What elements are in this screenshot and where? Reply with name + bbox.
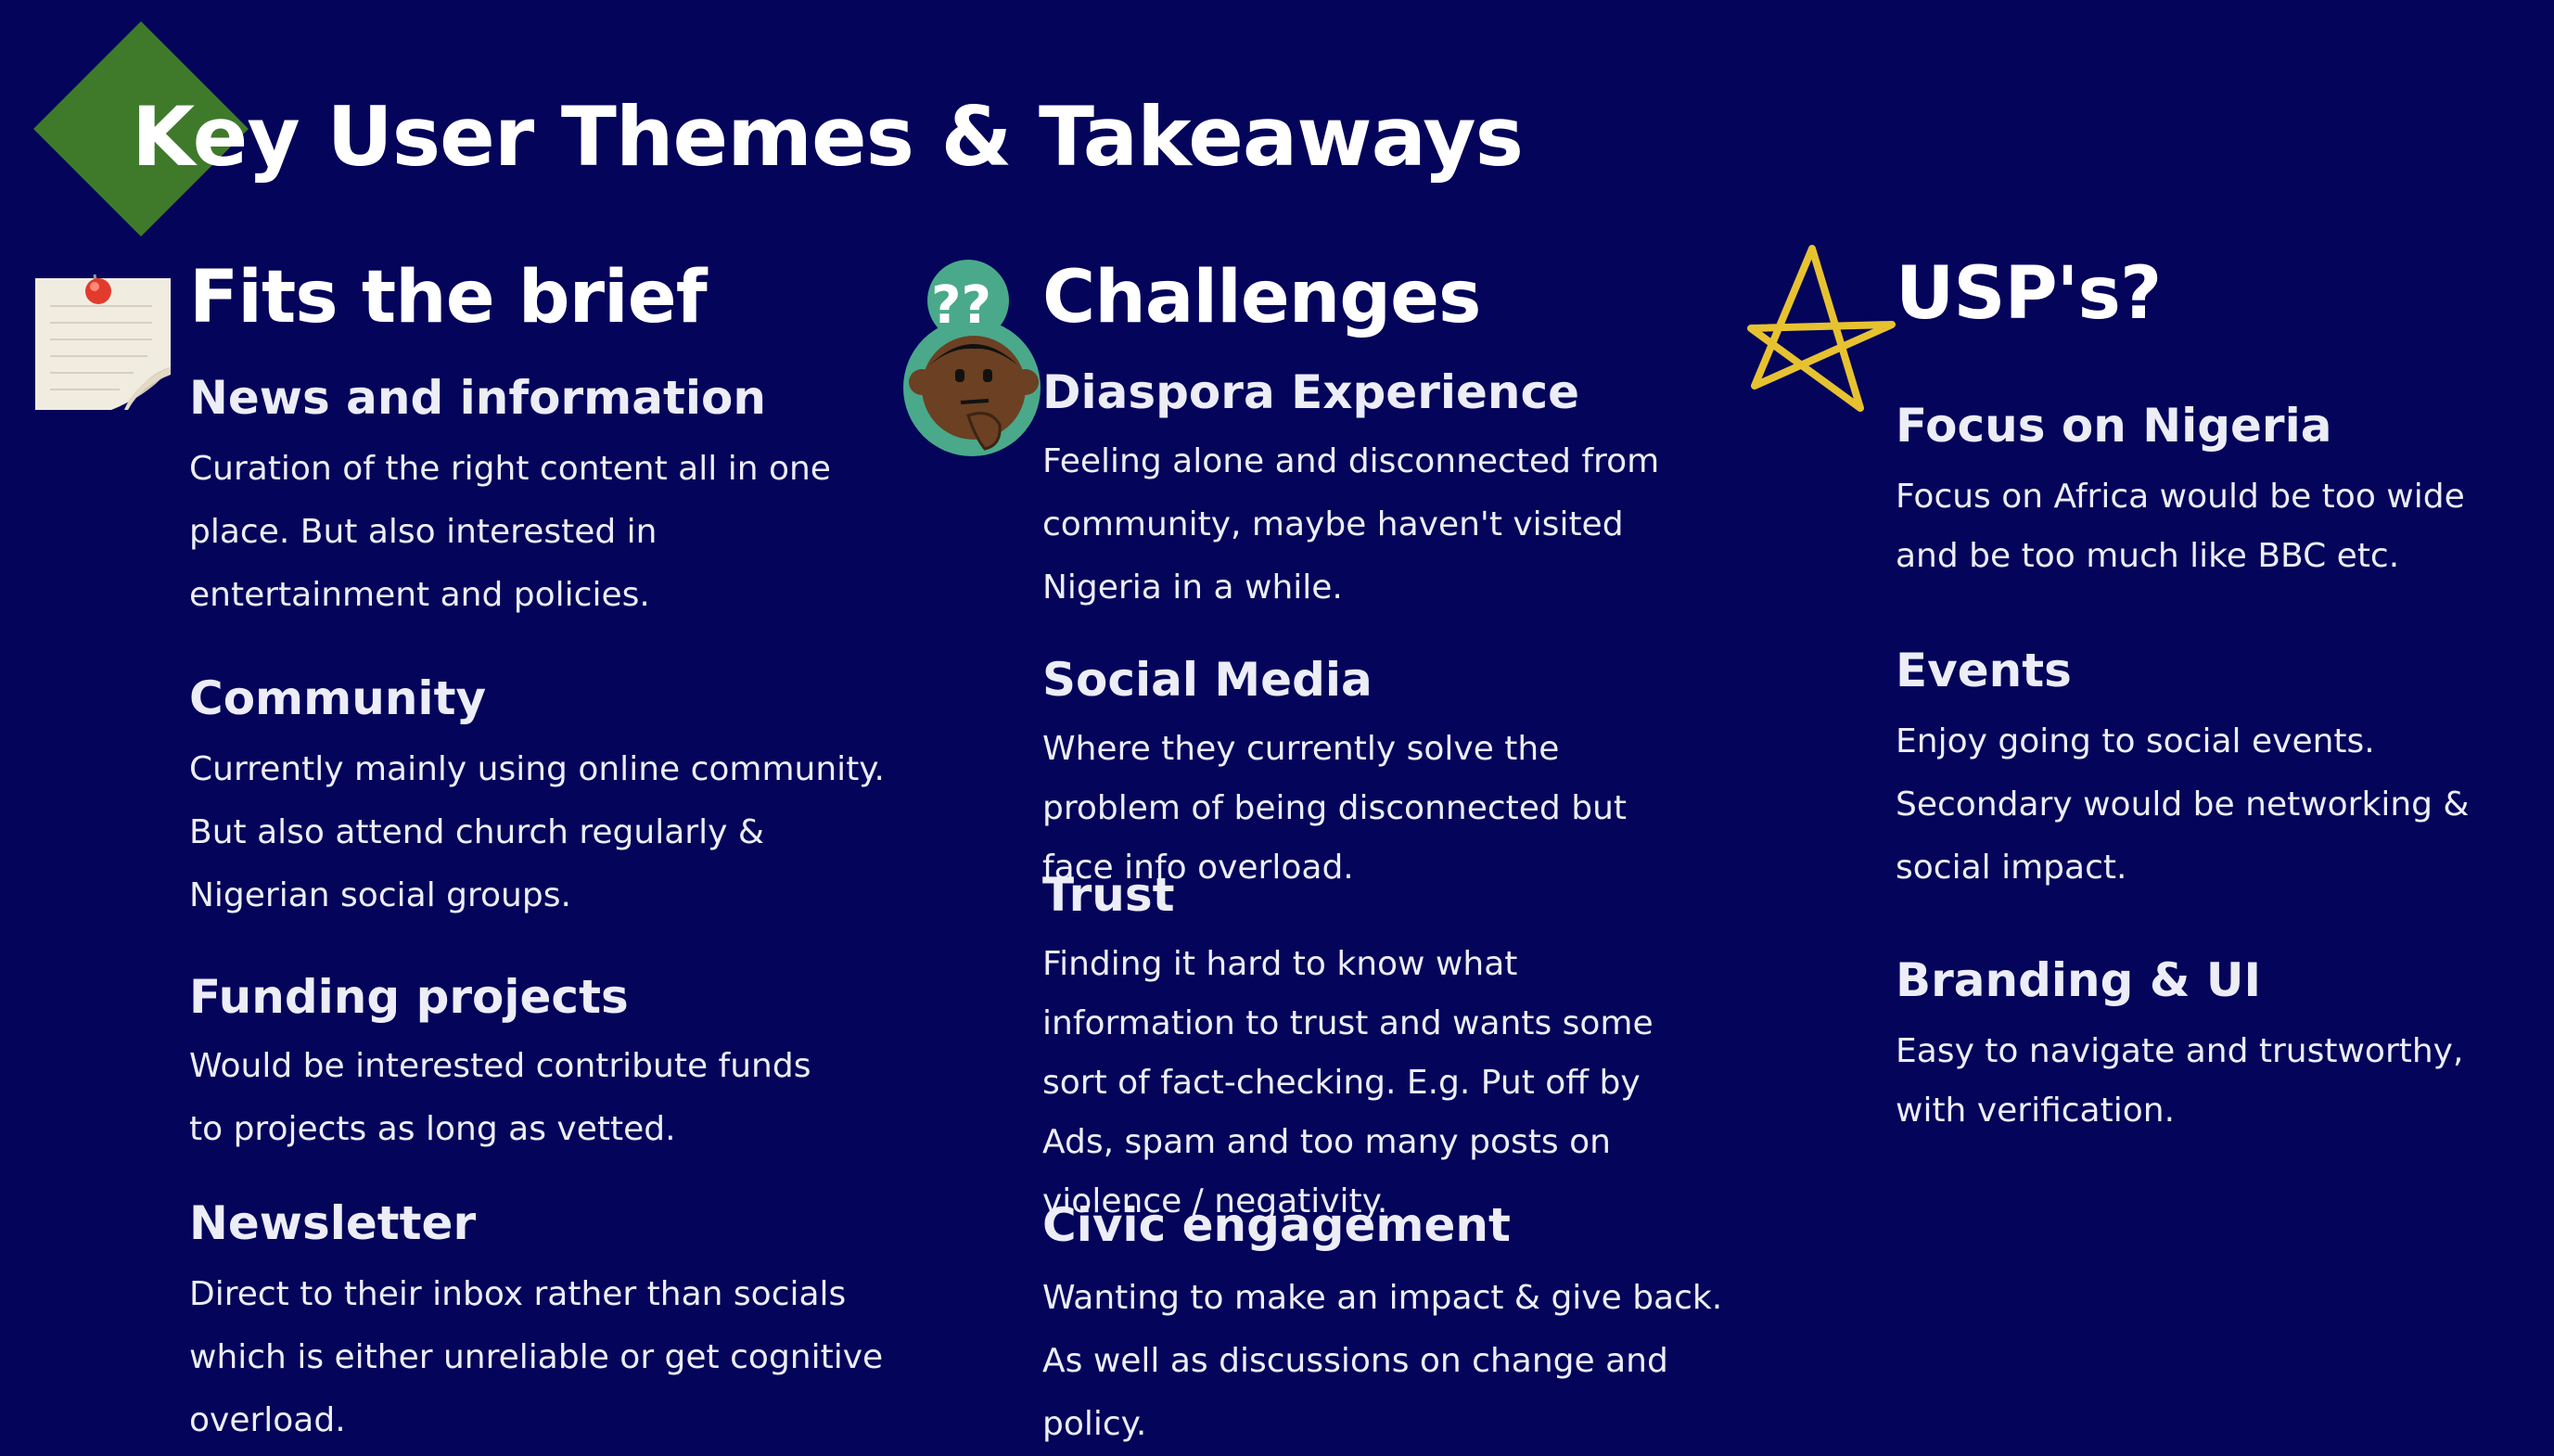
column-heading: Challenges — [1042, 256, 1481, 339]
theme-description: Focus on Africa would be too wide and be… — [1896, 478, 2465, 575]
theme-description: Curation of the right content all in one… — [189, 450, 831, 614]
star-outline-icon — [1747, 245, 1896, 412]
theme-title: Branding & UI — [1896, 953, 2262, 1007]
thinking-face-icon: ?? — [903, 260, 1041, 456]
theme-description: Wanting to make an impact & give back. A… — [1042, 1279, 1723, 1443]
pinned-note-icon — [35, 274, 171, 410]
theme-description: Would be interested contribute funds to … — [189, 1047, 811, 1148]
theme-title: Focus on Nigeria — [1896, 399, 2332, 453]
theme-title: News and information — [189, 371, 766, 425]
theme-title: Social Media — [1042, 653, 1373, 707]
theme-description: Where they currently solve the problem o… — [1042, 730, 1627, 887]
slide-title: Key User Themes & Takeaways — [132, 89, 1524, 185]
theme-description: Direct to their inbox rather than social… — [189, 1275, 884, 1439]
column-heading: Fits the brief — [189, 256, 708, 339]
theme-title: Newsletter — [189, 1196, 477, 1250]
theme-title: Funding projects — [189, 970, 629, 1024]
column-heading: USP's? — [1896, 252, 2162, 336]
theme-title: Civic engagement — [1042, 1198, 1511, 1252]
theme-description: Finding it hard to know what information… — [1042, 945, 1654, 1220]
theme-title: Trust — [1042, 868, 1175, 922]
theme-title: Diaspora Experience — [1042, 365, 1580, 419]
theme-description: Feeling alone and disconnected from comm… — [1042, 442, 1660, 607]
theme-description: Currently mainly using online community.… — [189, 750, 885, 914]
theme-title: Events — [1896, 644, 2072, 697]
svg-text:??: ?? — [931, 275, 991, 336]
theme-description: Easy to navigate and trustworthy, with v… — [1896, 1032, 2464, 1130]
theme-title: Community — [189, 671, 487, 725]
theme-description: Enjoy going to social events. Secondary … — [1896, 722, 2470, 887]
